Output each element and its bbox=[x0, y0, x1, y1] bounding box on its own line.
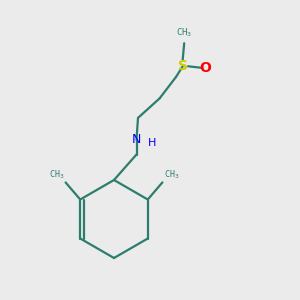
Text: CH$_3$: CH$_3$ bbox=[49, 168, 64, 181]
Text: N: N bbox=[132, 133, 141, 146]
Text: CH$_3$: CH$_3$ bbox=[164, 168, 179, 181]
Text: CH$_3$: CH$_3$ bbox=[176, 27, 192, 39]
Text: S: S bbox=[178, 59, 188, 73]
Text: H: H bbox=[148, 138, 156, 148]
Text: O: O bbox=[199, 61, 211, 75]
